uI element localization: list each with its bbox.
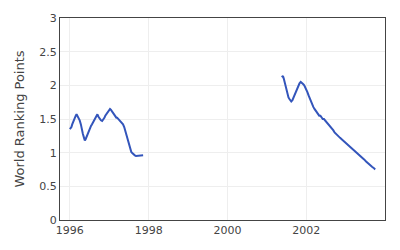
svg-text:1: 1 [50, 147, 57, 160]
svg-text:2: 2 [50, 79, 57, 92]
svg-text:World Ranking Points: World Ranking Points [12, 50, 27, 187]
svg-text:2002: 2002 [292, 224, 320, 237]
svg-text:1.5: 1.5 [39, 113, 57, 126]
svg-text:2000: 2000 [213, 224, 241, 237]
svg-text:1998: 1998 [135, 224, 163, 237]
svg-text:0: 0 [50, 214, 57, 227]
svg-text:1996: 1996 [56, 224, 84, 237]
svg-text:2.5: 2.5 [39, 46, 57, 59]
svg-text:0.5: 0.5 [39, 180, 57, 193]
svg-text:3: 3 [50, 12, 57, 25]
